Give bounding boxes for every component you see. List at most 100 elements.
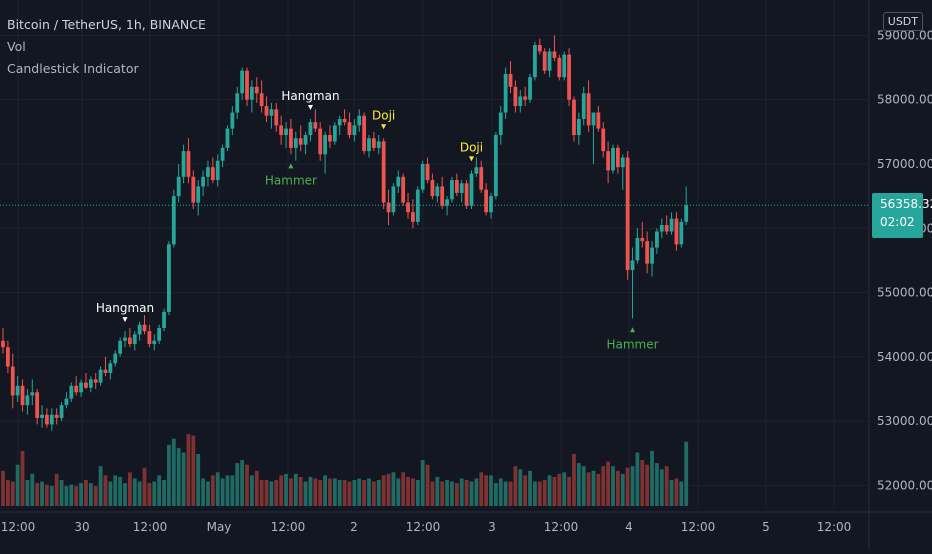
candle-body <box>537 45 542 52</box>
candle-body <box>503 73 508 113</box>
volume-bar <box>132 478 137 506</box>
volume-bar <box>611 466 615 506</box>
candle-body <box>284 128 288 136</box>
volume-bar <box>508 481 513 506</box>
candle-body <box>411 212 415 222</box>
candle-body <box>79 382 83 393</box>
volume-bar <box>445 479 449 506</box>
indicator-volume-label[interactable]: Vol <box>7 39 26 54</box>
volume-bar <box>79 483 83 506</box>
volume-bar <box>49 486 54 506</box>
volume-bar <box>620 473 625 506</box>
last-price-value: 56358.32 <box>880 197 932 211</box>
volume-bar <box>298 476 303 506</box>
volume-bar <box>664 466 669 506</box>
volume-bar <box>5 479 10 506</box>
volume-bar <box>45 484 49 506</box>
volume-bar <box>269 481 274 506</box>
volume-bar <box>576 463 581 506</box>
volume-bar <box>313 478 318 506</box>
pattern-label: Doji <box>460 140 483 154</box>
pattern-marker <box>288 163 294 169</box>
volume-bar <box>245 464 249 506</box>
volume-bar <box>108 481 113 506</box>
volume-bar <box>318 479 323 506</box>
volume-bar <box>498 478 503 506</box>
volume-bar <box>430 481 435 506</box>
volume-bar <box>542 479 547 506</box>
pattern-label: Hangman <box>96 301 154 315</box>
price-axis[interactable]: 59000.0058000.0057000.0056000.0055000.00… <box>868 0 932 550</box>
volume-bar <box>596 473 601 506</box>
candle-body <box>371 138 376 148</box>
time-axis[interactable]: 12:00 30 12:00 May 12:00 2 12:00 3 12:00 4 12:00 5 1… <box>0 511 932 534</box>
time-tick-label: 12:00 <box>544 520 579 534</box>
candle-body <box>93 379 98 383</box>
candle-body <box>484 189 489 213</box>
candle-body <box>206 167 210 177</box>
volume-bar <box>489 475 493 506</box>
volume-bar <box>567 476 571 506</box>
volume-bar <box>40 481 44 506</box>
candle-body <box>533 45 537 78</box>
candle-body <box>596 112 601 129</box>
candle-body <box>381 141 386 203</box>
candle-body <box>274 109 279 126</box>
candle-body <box>230 112 235 129</box>
volume-bar <box>235 463 240 506</box>
candle-body <box>279 125 284 136</box>
volume-bar <box>279 475 284 506</box>
candle-body <box>225 128 230 148</box>
candle-body <box>45 414 49 425</box>
volume-bar <box>406 476 410 506</box>
currency-unit-badge[interactable]: USDT <box>882 12 923 31</box>
candle-body <box>420 163 425 190</box>
volume-bar <box>171 438 176 506</box>
candle-body <box>650 247 654 264</box>
candle-body <box>303 135 308 145</box>
candle-body <box>635 237 640 261</box>
pattern-label: Hammer <box>265 173 317 187</box>
volume-bar <box>186 434 191 506</box>
candle-body <box>132 334 137 345</box>
candle-body <box>249 86 254 100</box>
candle-body <box>167 244 171 312</box>
candle-body <box>615 147 620 168</box>
volume-bar <box>15 464 20 506</box>
indicator-candlestick-label[interactable]: Candlestick Indicator <box>7 61 139 76</box>
volume-bar <box>342 479 347 506</box>
pattern-marker <box>307 104 313 110</box>
volume-bar <box>10 481 15 506</box>
candle-body <box>259 93 264 107</box>
volume-bar <box>674 478 679 506</box>
candle-body <box>142 324 147 332</box>
volume-bar <box>308 476 313 506</box>
volume-bar <box>157 475 162 506</box>
candle-body <box>435 186 440 197</box>
volume-bar <box>103 475 108 506</box>
volume-bar <box>1 470 5 506</box>
candle-body <box>406 202 410 213</box>
chart-legend: Bitcoin / TetherUS, 1h, BINANCE Vol Cand… <box>7 14 206 80</box>
volume-bar <box>606 461 611 506</box>
volume-bar <box>181 452 186 506</box>
volume-bar <box>630 466 635 506</box>
candle-body <box>586 93 591 126</box>
candle-body <box>679 221 684 245</box>
candle-body <box>254 86 259 94</box>
volume-bar <box>25 479 30 506</box>
candle-body <box>308 122 313 136</box>
volume-bar <box>669 479 674 506</box>
volume-bar <box>484 475 489 506</box>
candle-body <box>576 118 581 136</box>
candle-body <box>64 398 69 406</box>
symbol-title[interactable]: Bitcoin / TetherUS, 1h, BINANCE <box>7 17 206 32</box>
volume-bar <box>386 473 391 506</box>
volume-bar <box>420 460 425 506</box>
volume-bar <box>88 483 93 506</box>
volume-bar <box>635 452 640 506</box>
candle-body <box>459 183 464 193</box>
volume-bar <box>284 473 288 506</box>
